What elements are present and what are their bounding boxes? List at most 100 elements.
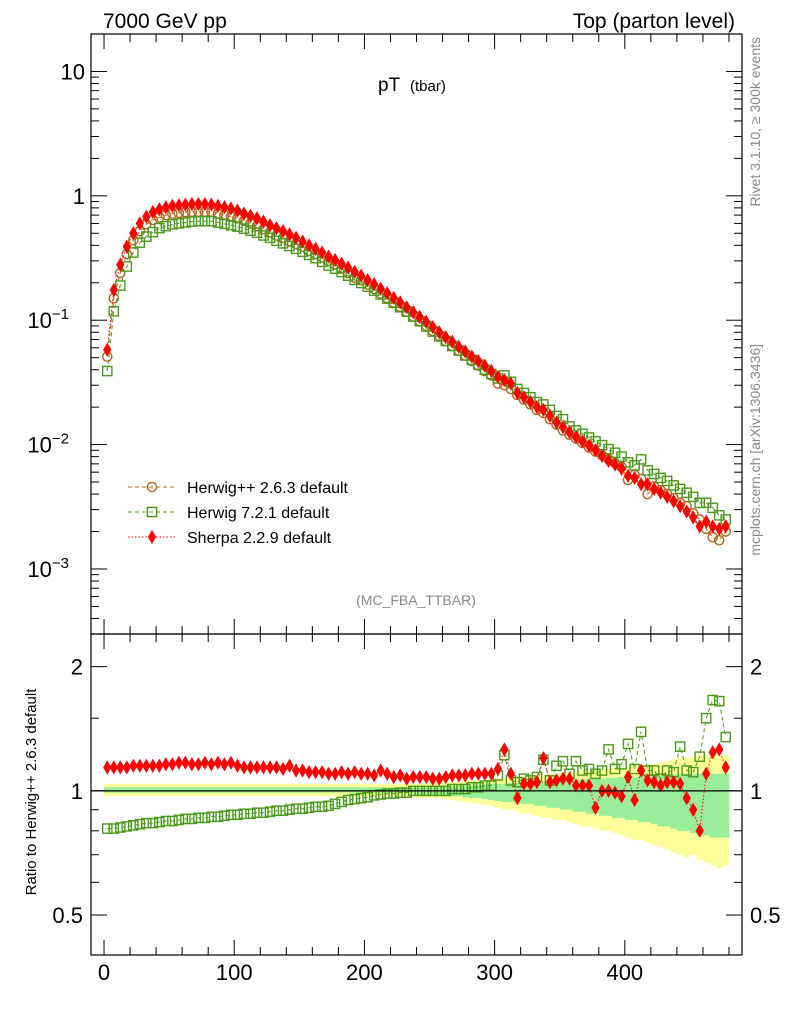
- main-series-3-point: [103, 342, 112, 357]
- main-series-2-point: [635, 454, 647, 465]
- main-panel: 10 1 10−1 10−2 10−3 pT (tbar) (MC_FBA_TTBAR)…: [27, 33, 743, 635]
- main-series-3-point: [513, 385, 522, 401]
- band-inner-bin: [592, 778, 600, 814]
- main-series-3-point: [285, 227, 294, 242]
- ratio-series-1-point: [303, 802, 315, 814]
- band-inner-bin: [169, 787, 177, 793]
- ratio-series-2-point: [116, 760, 125, 775]
- band-inner-bin: [240, 787, 248, 793]
- main-series-2-point: [674, 483, 686, 495]
- legend-marker: [147, 529, 157, 545]
- ratio-series-1-point: [232, 809, 243, 821]
- ratio-series-2-point: [702, 766, 711, 781]
- ratio-series-1-point: [486, 780, 497, 791]
- band-inner-bin: [195, 787, 203, 793]
- ratio-y-tick-label: 0.5: [52, 903, 83, 928]
- main-series-3-point: [317, 245, 327, 260]
- main-series-3-point: [649, 481, 659, 497]
- band-inner-bin: [670, 774, 678, 829]
- band-inner-bin: [143, 787, 150, 793]
- ratio-series-2-point: [350, 765, 359, 780]
- band-inner-bin: [344, 787, 352, 793]
- ratio-series-1-point: [577, 765, 588, 776]
- ratio-series-2-point: [623, 769, 633, 785]
- ratio-series-1-point: [160, 815, 172, 827]
- ratio-series-1-point: [121, 821, 133, 832]
- band-inner-bin: [370, 787, 378, 793]
- ratio-series-1-point: [603, 744, 614, 755]
- band-inner-bin: [540, 781, 548, 806]
- ratio-series-2-point: [656, 778, 665, 793]
- legend-label: Sherpa 2.2.9 default: [187, 530, 332, 547]
- ratio-series-2-point: [448, 768, 457, 783]
- ratio-series-1-point: [245, 808, 256, 820]
- ratio-series-1-point: [616, 758, 627, 770]
- ratio-series-1-point: [590, 768, 601, 780]
- ratio-series-2-point: [148, 758, 157, 773]
- band-inner-bin: [644, 776, 652, 823]
- band-inner-bin: [533, 782, 541, 806]
- ratio-series-2-point: [239, 760, 249, 775]
- y-tick-label: 10−1: [27, 306, 69, 333]
- band-inner-bin: [566, 780, 574, 810]
- main-series-2-point: [219, 218, 230, 230]
- legend-marker: [146, 481, 158, 493]
- rivet-label: Rivet 3.1.10, ≥ 300k events: [747, 37, 763, 207]
- ratio-series-1-point: [453, 783, 465, 795]
- ratio-series-2-point: [161, 757, 171, 772]
- main-series-2-line: [106, 220, 726, 520]
- ratio-series-1-point: [173, 814, 185, 826]
- main-series-3-point: [610, 457, 620, 472]
- ratio-series-2-point: [441, 769, 450, 785]
- main-series-3-point: [383, 286, 392, 301]
- ratio-series-2-point: [545, 775, 555, 790]
- ratio-series-1-point: [375, 789, 386, 800]
- main-series-3-point: [422, 314, 431, 329]
- band-inner-bin: [383, 787, 391, 793]
- band-inner-bin: [409, 787, 417, 793]
- band-inner-bin: [507, 782, 515, 802]
- main-series-2-point: [603, 443, 614, 455]
- ratio-y-tick-label: 1: [71, 779, 83, 804]
- band-inner-bin: [663, 775, 671, 827]
- ratio-series-2-point: [259, 760, 268, 775]
- ratio-series-1-point: [349, 793, 360, 805]
- ratio-uncertainty-bands: [104, 753, 730, 869]
- ratio-series-2-point: [396, 768, 405, 783]
- main-series-3-point: [676, 499, 685, 514]
- band-inner-bin: [657, 775, 665, 827]
- ratio-series-1-point: [186, 813, 198, 825]
- band-inner-bin: [286, 787, 294, 793]
- ratio-series-1-point: [108, 823, 120, 834]
- band-inner-bin: [338, 787, 346, 793]
- main-series-2-point: [668, 480, 679, 491]
- ratio-series-2-point: [181, 755, 190, 770]
- main-series-2-point: [642, 465, 653, 476]
- main-series-2-point: [245, 225, 256, 236]
- legend-entry: Herwig 7.2.1 default: [128, 505, 330, 522]
- main-series-3-point: [324, 249, 333, 264]
- ratio-series-1-point: [460, 783, 471, 795]
- main-series-3-point: [669, 494, 678, 509]
- band-inner-bin: [325, 787, 333, 793]
- ratio-series-1-point: [290, 803, 302, 815]
- ratio-series-1-point: [394, 787, 406, 798]
- main-series-3-point: [552, 415, 561, 430]
- band-inner-bin: [234, 787, 242, 793]
- ratio-series-2-point: [493, 761, 503, 777]
- main-series-3-point: [298, 234, 307, 249]
- main-series-2-point: [648, 468, 660, 480]
- ratio-series-1-point: [258, 807, 269, 819]
- ratio-series-1-point: [167, 815, 178, 827]
- ratio-series-1-point: [114, 822, 126, 833]
- main-series-2-point: [134, 237, 146, 248]
- band-inner-bin: [403, 787, 411, 793]
- ratio-series-1-point: [134, 818, 146, 830]
- ratio-series-2: [103, 742, 730, 838]
- main-series-3-point: [584, 438, 594, 453]
- ratio-series-2-point: [532, 775, 542, 790]
- main-series-2-point: [232, 221, 243, 232]
- main-series-2-point: [271, 235, 282, 247]
- y-tick-label: 1: [73, 184, 85, 209]
- main-series-3-point: [721, 519, 730, 534]
